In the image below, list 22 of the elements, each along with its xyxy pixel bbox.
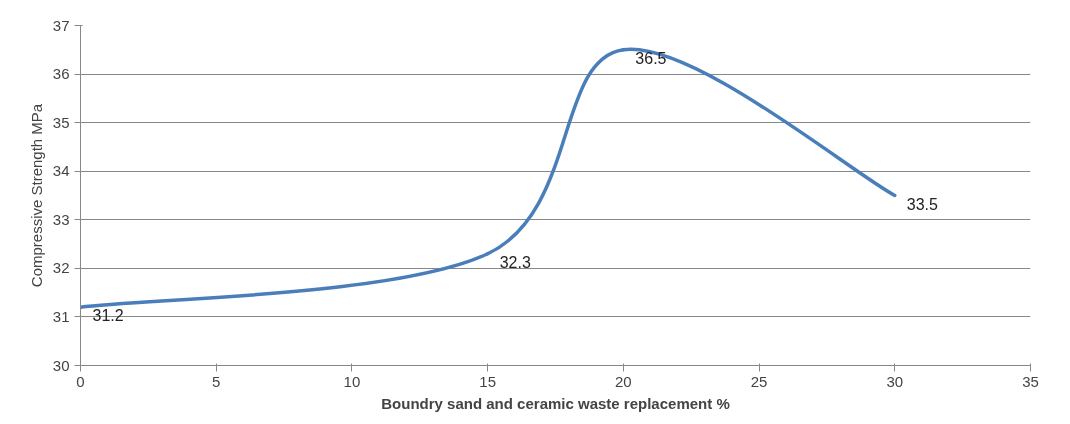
x-tick-label: 25 [750, 372, 768, 390]
data-label: 31.2 [92, 307, 124, 325]
y-tick-label: 36 [52, 65, 70, 83]
data-label: 32.3 [499, 253, 531, 271]
y-tick-label: 30 [52, 356, 70, 374]
x-tick-label: 10 [343, 372, 361, 390]
y-tick-label: 32 [52, 259, 70, 277]
y-tick-label: 33 [52, 210, 70, 228]
y-tick-label: 31 [52, 307, 70, 325]
y-tick-label: 37 [52, 16, 70, 34]
x-tick-label: 0 [76, 372, 85, 390]
y-tick-label: 34 [52, 162, 70, 180]
data-label: 33.5 [906, 195, 939, 213]
data-label: 36.5 [635, 49, 667, 67]
x-tick-label: 15 [479, 372, 496, 390]
x-tick-label: 5 [212, 372, 221, 390]
x-tick-label: 35 [1022, 372, 1039, 390]
x-tick-label: 20 [615, 372, 632, 390]
y-tick-label: 35 [52, 113, 70, 131]
y-axis-title: Compressive Strength MPa [27, 103, 45, 288]
x-axis-title: Boundry sand and ceramic waste replacement % [381, 394, 730, 412]
x-tick-label: 30 [886, 372, 904, 390]
